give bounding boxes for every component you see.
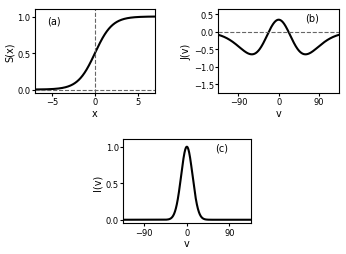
Text: (c): (c) <box>215 143 228 153</box>
Text: (a): (a) <box>47 17 60 27</box>
Y-axis label: S(x): S(x) <box>4 42 15 62</box>
Y-axis label: I(v): I(v) <box>93 173 103 190</box>
X-axis label: x: x <box>92 108 98 118</box>
Y-axis label: J(v): J(v) <box>181 44 191 60</box>
Text: (b): (b) <box>305 13 319 23</box>
X-axis label: v: v <box>276 108 282 118</box>
X-axis label: v: v <box>184 238 190 248</box>
